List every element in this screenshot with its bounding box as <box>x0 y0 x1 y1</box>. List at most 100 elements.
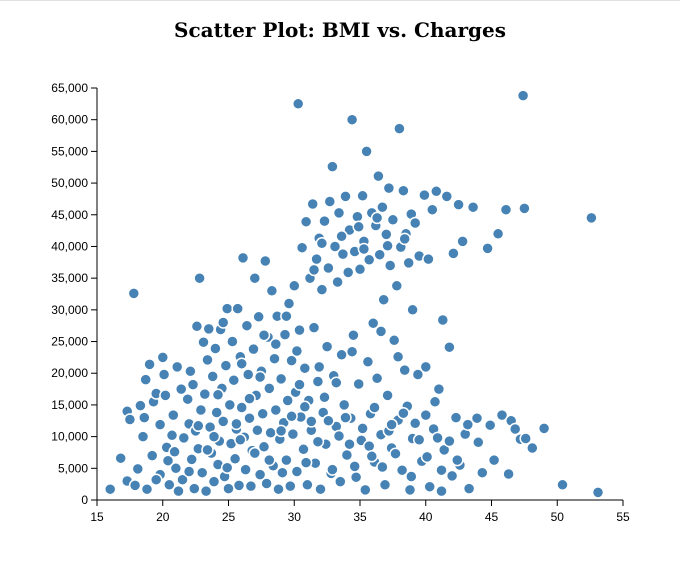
data-point <box>403 483 417 497</box>
data-point <box>274 372 288 386</box>
data-point <box>472 436 485 449</box>
data-point <box>211 388 225 402</box>
data-point <box>167 408 180 422</box>
data-point <box>298 361 312 375</box>
data-point <box>419 408 433 422</box>
data-point <box>251 424 264 437</box>
data-point <box>430 185 443 198</box>
data-point <box>298 400 312 414</box>
data-point <box>443 434 456 448</box>
data-point <box>140 482 154 496</box>
data-point <box>241 368 255 381</box>
y-tick-label: 10,000 <box>51 430 88 444</box>
data-point <box>280 453 293 467</box>
data-point <box>334 475 347 488</box>
data-point <box>462 482 476 495</box>
data-point <box>226 335 239 348</box>
data-point <box>330 376 343 389</box>
data-point <box>265 284 279 298</box>
data-point <box>269 337 283 351</box>
data-point <box>153 418 167 431</box>
data-point <box>256 407 269 421</box>
data-point <box>295 241 309 254</box>
data-point <box>349 470 363 484</box>
data-point <box>499 203 513 216</box>
points-layer <box>103 89 605 499</box>
data-point <box>311 435 325 448</box>
data-point <box>339 411 352 424</box>
data-point <box>207 430 221 443</box>
data-point <box>508 422 522 436</box>
data-point <box>193 271 206 285</box>
data-point <box>386 213 400 227</box>
data-point <box>332 429 346 443</box>
data-point <box>443 340 456 354</box>
data-point <box>435 463 448 477</box>
data-point <box>491 227 505 241</box>
data-point <box>285 354 298 367</box>
data-point <box>243 392 256 405</box>
data-point <box>236 251 250 265</box>
data-point <box>380 228 393 241</box>
data-point <box>176 473 189 486</box>
x-tick-label: 55 <box>616 510 630 524</box>
data-point <box>395 463 409 477</box>
data-point <box>431 431 444 445</box>
data-point <box>419 360 433 374</box>
data-point <box>336 247 350 261</box>
data-point <box>337 398 351 412</box>
data-point <box>165 429 179 442</box>
data-point <box>257 328 271 342</box>
data-point <box>426 203 439 216</box>
data-point <box>128 479 142 492</box>
data-point <box>301 478 314 492</box>
data-point <box>378 478 392 492</box>
data-point <box>348 460 361 473</box>
data-point <box>234 433 247 447</box>
data-point <box>252 310 265 324</box>
y-tick-label: 15,000 <box>51 398 88 412</box>
data-point <box>299 456 313 469</box>
data-point <box>253 468 267 481</box>
data-point <box>268 352 281 365</box>
data-point <box>556 478 569 492</box>
data-point <box>398 363 411 377</box>
data-point <box>360 145 373 158</box>
data-point <box>231 302 244 315</box>
data-point <box>418 188 431 202</box>
data-point <box>310 252 323 266</box>
top-divider <box>0 0 680 1</box>
data-point <box>452 198 465 211</box>
data-point <box>347 328 360 342</box>
data-point <box>223 398 237 412</box>
data-point <box>391 350 405 364</box>
data-point <box>228 452 242 466</box>
data-point <box>230 417 243 431</box>
data-point <box>326 463 339 476</box>
data-point <box>372 169 385 183</box>
data-point <box>362 439 376 453</box>
data-point <box>216 316 230 329</box>
data-point <box>263 382 276 395</box>
data-point <box>207 475 221 488</box>
data-point <box>428 395 442 409</box>
data-point <box>157 368 171 381</box>
data-point <box>373 248 386 261</box>
data-point <box>143 358 156 371</box>
data-point <box>436 313 450 327</box>
data-point <box>445 469 459 483</box>
data-point <box>170 360 184 374</box>
data-point <box>276 466 289 479</box>
data-point <box>361 355 375 369</box>
data-point <box>149 473 163 486</box>
data-point <box>408 216 422 230</box>
data-point <box>172 484 185 498</box>
data-point <box>331 275 344 289</box>
data-point <box>257 440 271 454</box>
data-point <box>374 325 388 338</box>
data-point <box>357 242 371 256</box>
data-point <box>381 239 394 253</box>
data-point <box>210 406 223 419</box>
data-point <box>182 465 196 478</box>
